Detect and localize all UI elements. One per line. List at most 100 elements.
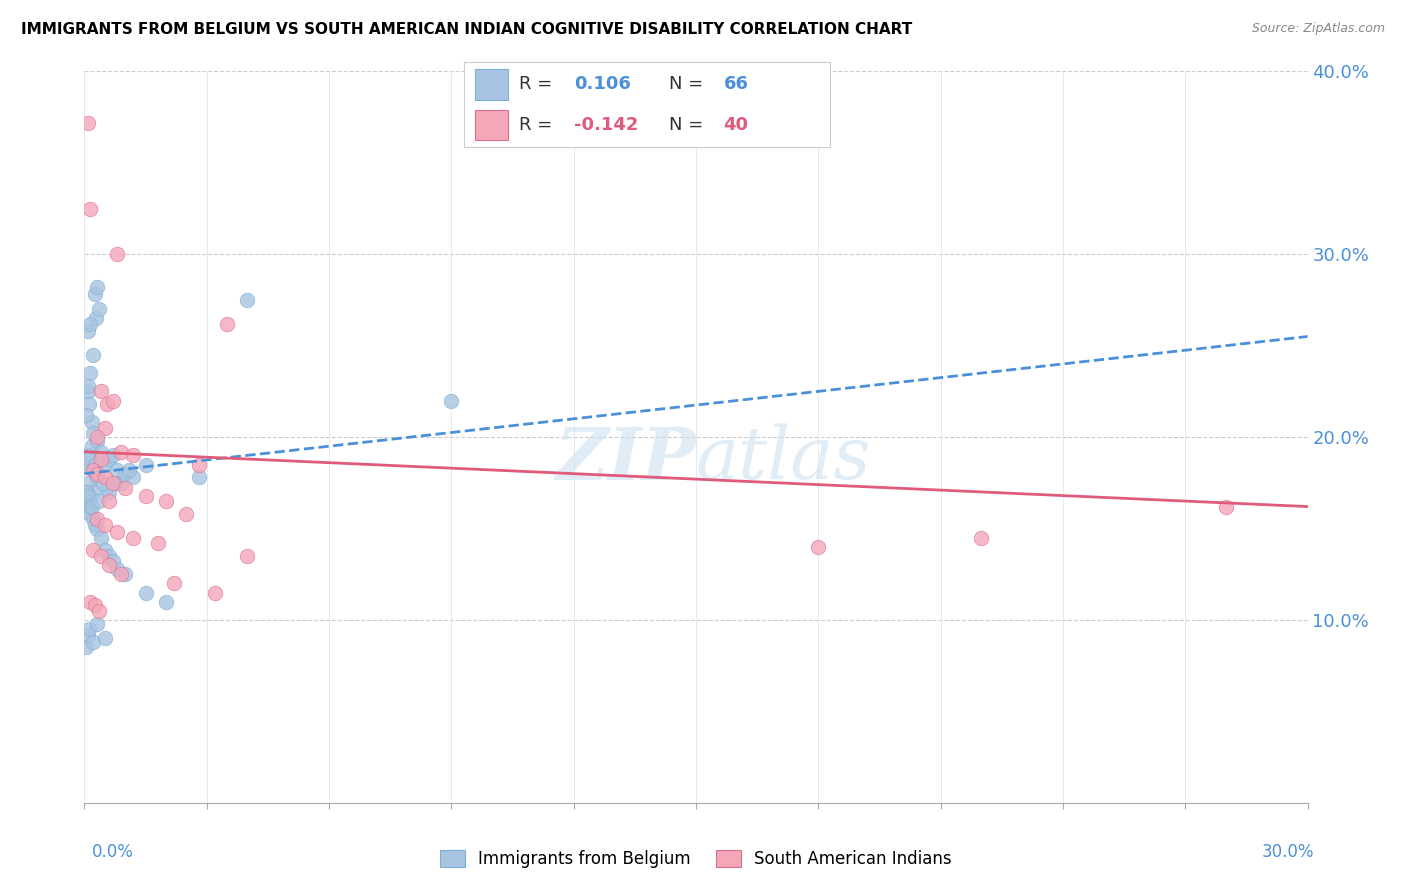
Point bbox=[101, 554, 124, 568]
Point bbox=[217, 317, 239, 331]
Point bbox=[75, 485, 97, 500]
FancyBboxPatch shape bbox=[475, 110, 508, 140]
Point bbox=[90, 549, 112, 563]
Text: N =: N = bbox=[669, 76, 709, 94]
Point bbox=[114, 467, 136, 481]
Point bbox=[77, 397, 100, 411]
Point bbox=[93, 421, 115, 435]
Point bbox=[82, 348, 104, 362]
Text: N =: N = bbox=[669, 116, 709, 134]
Point bbox=[75, 458, 97, 472]
Point bbox=[163, 576, 186, 591]
Point bbox=[76, 115, 98, 129]
Point bbox=[97, 549, 120, 563]
Point bbox=[135, 458, 157, 472]
Point bbox=[77, 489, 100, 503]
Point bbox=[122, 448, 145, 462]
Point bbox=[93, 470, 115, 484]
Point bbox=[77, 622, 100, 636]
Text: R =: R = bbox=[519, 116, 558, 134]
Point bbox=[122, 531, 145, 545]
Point bbox=[82, 463, 104, 477]
Point bbox=[101, 475, 124, 490]
Point bbox=[79, 317, 101, 331]
Point bbox=[80, 416, 103, 430]
Text: ZIP: ZIP bbox=[555, 424, 696, 494]
Point bbox=[77, 500, 100, 514]
Point bbox=[86, 470, 108, 484]
Point bbox=[76, 627, 98, 641]
Point bbox=[93, 543, 115, 558]
Text: 0.0%: 0.0% bbox=[91, 843, 134, 861]
Point bbox=[75, 408, 97, 422]
Point bbox=[970, 531, 993, 545]
Point bbox=[75, 640, 97, 655]
Point bbox=[93, 632, 115, 646]
Point bbox=[84, 311, 107, 326]
Point bbox=[96, 481, 118, 495]
Point bbox=[86, 521, 108, 535]
Point bbox=[86, 616, 108, 631]
Point bbox=[79, 507, 101, 521]
Text: 66: 66 bbox=[724, 76, 748, 94]
Text: 30.0%: 30.0% bbox=[1263, 843, 1315, 861]
Point bbox=[82, 512, 104, 526]
Point bbox=[114, 481, 136, 495]
Text: 40: 40 bbox=[724, 116, 748, 134]
Point bbox=[236, 293, 259, 307]
Point bbox=[110, 475, 132, 490]
Point bbox=[90, 531, 112, 545]
Point bbox=[83, 287, 105, 301]
Text: -0.142: -0.142 bbox=[574, 116, 638, 134]
Point bbox=[80, 439, 103, 453]
Point bbox=[110, 567, 132, 582]
Point bbox=[105, 463, 128, 477]
Point bbox=[87, 604, 110, 618]
Point bbox=[105, 247, 128, 261]
Text: 0.106: 0.106 bbox=[574, 76, 630, 94]
Point bbox=[807, 540, 830, 554]
Point bbox=[90, 384, 112, 399]
Point bbox=[76, 384, 98, 399]
Point bbox=[97, 558, 120, 573]
Point bbox=[80, 500, 103, 514]
Point bbox=[105, 525, 128, 540]
Point bbox=[83, 599, 105, 613]
Point bbox=[90, 444, 112, 458]
Point bbox=[204, 585, 226, 599]
Point bbox=[1215, 500, 1237, 514]
Point bbox=[77, 324, 100, 338]
Point bbox=[101, 393, 124, 408]
Point bbox=[87, 301, 110, 317]
Point bbox=[174, 507, 197, 521]
Point bbox=[187, 458, 209, 472]
Point bbox=[79, 594, 101, 608]
Point bbox=[86, 512, 108, 526]
Text: atlas: atlas bbox=[696, 424, 872, 494]
Text: R =: R = bbox=[519, 76, 558, 94]
Point bbox=[97, 485, 120, 500]
Point bbox=[83, 458, 105, 472]
Point bbox=[76, 494, 98, 508]
Point bbox=[93, 458, 115, 472]
Point bbox=[104, 475, 127, 490]
Point bbox=[236, 549, 259, 563]
Point bbox=[110, 444, 132, 458]
Point bbox=[77, 448, 100, 462]
Point bbox=[86, 280, 108, 294]
Point bbox=[93, 517, 115, 532]
Point bbox=[97, 452, 120, 467]
Point bbox=[76, 475, 98, 490]
Point bbox=[79, 366, 101, 380]
Point bbox=[77, 379, 100, 393]
Point bbox=[82, 463, 104, 477]
Point bbox=[118, 463, 141, 477]
Point bbox=[114, 567, 136, 582]
Text: Source: ZipAtlas.com: Source: ZipAtlas.com bbox=[1251, 22, 1385, 36]
Point bbox=[82, 543, 104, 558]
Point bbox=[82, 485, 104, 500]
Point bbox=[87, 494, 110, 508]
Point bbox=[101, 448, 124, 462]
Point bbox=[146, 536, 169, 550]
Text: IMMIGRANTS FROM BELGIUM VS SOUTH AMERICAN INDIAN COGNITIVE DISABILITY CORRELATIO: IMMIGRANTS FROM BELGIUM VS SOUTH AMERICA… bbox=[21, 22, 912, 37]
